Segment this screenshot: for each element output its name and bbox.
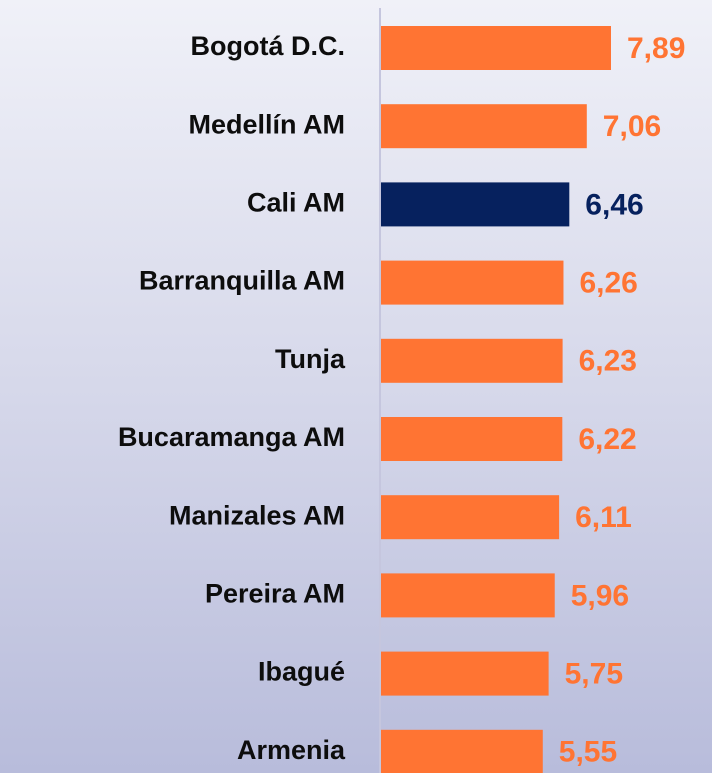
bar <box>381 104 587 149</box>
category-label: Ibagué <box>258 657 345 687</box>
category-label: Cali AM <box>247 188 345 218</box>
value-label: 6,23 <box>579 345 637 378</box>
category-label: Armenia <box>237 735 346 765</box>
value-label: 6,26 <box>579 267 637 300</box>
value-label: 5,75 <box>565 658 623 691</box>
value-label: 5,96 <box>571 579 629 612</box>
value-label: 7,06 <box>603 110 661 143</box>
value-label: 6,46 <box>585 188 643 221</box>
category-label: Tunja <box>275 344 346 374</box>
category-label: Barranquilla AM <box>139 266 345 296</box>
bar <box>381 573 555 618</box>
category-label: Bogotá D.C. <box>191 31 346 61</box>
value-label: 6,11 <box>575 501 632 534</box>
category-label: Manizales AM <box>169 500 345 530</box>
category-label: Bucaramanga AM <box>118 422 345 452</box>
bar <box>381 729 543 773</box>
bar <box>381 260 564 305</box>
bar <box>381 417 563 461</box>
bar <box>381 651 549 696</box>
bar <box>381 26 611 70</box>
bar <box>381 182 570 227</box>
value-label: 6,22 <box>578 423 636 456</box>
value-label: 7,89 <box>627 32 685 65</box>
bar <box>381 495 560 540</box>
category-label: Medellín AM <box>188 109 345 139</box>
category-label: Pereira AM <box>205 579 345 609</box>
value-label: 5,55 <box>559 736 617 769</box>
bar <box>381 338 563 383</box>
